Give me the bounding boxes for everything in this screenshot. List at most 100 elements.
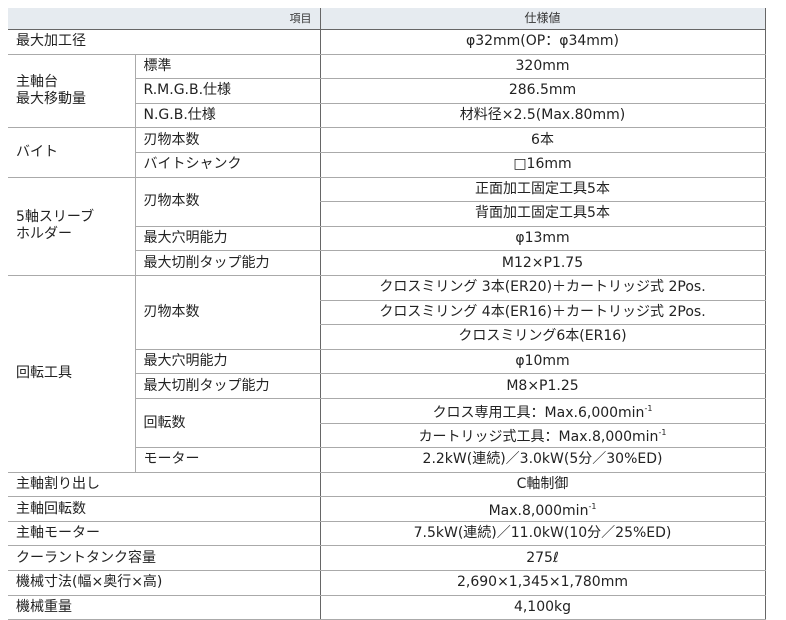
value-text: 背面加工固定工具5本: [475, 205, 610, 222]
item-label: 主軸回転数: [8, 496, 320, 522]
value-text: クロスミリング 3本(ER20)＋カートリッジ式 2Pos.: [379, 279, 706, 296]
header-value: 仕様値: [319, 8, 766, 30]
spec-row: 回転工具 刃物本数 クロスミリング 3本(ER20)＋カートリッジ式 2Pos.: [8, 274, 766, 473]
value-cell: 4,100kg: [319, 594, 766, 620]
value-text: 275ℓ: [526, 549, 559, 566]
value-cell: φ13mm: [319, 226, 766, 252]
value-cell: 6本: [319, 127, 766, 153]
spec-row: 背面加工固定工具5本: [8, 201, 766, 227]
sub-label: N.G.B.仕様: [134, 103, 320, 129]
header-item: 項目: [8, 8, 320, 30]
value-cell: 正面加工固定工具5本: [319, 176, 766, 203]
item-label-line: 機械寸法(幅×奥行×高): [16, 574, 163, 591]
sub-label: 回転数: [134, 398, 320, 449]
value-cell: クロスミリング6本(ER16): [319, 324, 766, 350]
item-label: 機械寸法(幅×奥行×高): [8, 570, 320, 596]
value-cell: 2.2kW(連続)／3.0kW(5分／30%ED): [319, 447, 766, 473]
sub-label: 標準: [134, 53, 320, 80]
spec-row: R.M.G.B.仕様 286.5mm: [8, 78, 766, 104]
sub-label: バイトシャンク: [134, 152, 320, 178]
sub-label: 最大切削タップ能力: [134, 250, 320, 276]
spec-row: クーラントタンク容量 275ℓ: [8, 545, 766, 572]
value-text: クロスミリング6本(ER16): [458, 328, 627, 345]
sub-label: 刃物本数: [134, 176, 320, 227]
value-cell: φ32mm(OP：φ34mm): [319, 29, 766, 55]
value-cell: φ10mm: [319, 349, 766, 375]
value-cell: Max.8,000min-1: [319, 496, 766, 522]
item-label-line: 回転工具: [16, 365, 72, 382]
item-label-line: 主軸割り出し: [16, 475, 100, 492]
value-text: カートリッジ式工具：Max.8,000min: [418, 429, 659, 446]
spec-row: 5軸スリーブ ホルダー 刃物本数 正面加工固定工具5本: [8, 176, 766, 276]
value-superscript: -1: [644, 403, 653, 413]
value-cell: クロスミリング 4本(ER16)＋カートリッジ式 2Pos.: [319, 300, 766, 326]
spec-row: 回転数 クロス専用工具：Max.6,000min-1: [8, 398, 766, 449]
value-text: φ13mm: [515, 230, 570, 247]
item-label: 回転工具: [8, 274, 135, 473]
value-text: φ10mm: [515, 353, 570, 370]
value-cell: 275ℓ: [319, 545, 766, 572]
item-label-line: 5軸スリーブ: [16, 209, 95, 226]
value-cell: 320mm: [319, 53, 766, 80]
sub-label: モーター: [134, 447, 320, 473]
spec-row: カートリッジ式工具：Max.8,000min-1: [8, 423, 766, 449]
value-text: Max.8,000min: [488, 503, 589, 520]
spec-row: クロスミリング 4本(ER16)＋カートリッジ式 2Pos.: [8, 300, 766, 326]
value-cell: 286.5mm: [319, 78, 766, 104]
value-cell: C軸制御: [319, 471, 766, 498]
sub-label: 刃物本数: [134, 127, 320, 153]
item-label: 最大加工径: [8, 29, 320, 55]
spec-row: 最大穴明能力 φ10mm: [8, 349, 766, 375]
spec-row: 主軸割り出し C軸制御: [8, 471, 766, 498]
item-label: 5軸スリーブ ホルダー: [8, 176, 135, 276]
value-cell: 7.5kW(連続)／11.0kW(10分／25%ED): [319, 520, 766, 547]
item-label: 主軸割り出し: [8, 471, 320, 498]
item-label-line: ホルダー: [16, 226, 72, 243]
value-text: 7.5kW(連続)／11.0kW(10分／25%ED): [413, 525, 672, 542]
spec-row: モーター 2.2kW(連続)／3.0kW(5分／30%ED): [8, 447, 766, 473]
spec-row: 主軸台 最大移動量 標準 320mm: [8, 53, 766, 129]
value-cell: 2,690×1,345×1,780mm: [319, 570, 766, 596]
value-text: クロスミリング 4本(ER16)＋カートリッジ式 2Pos.: [379, 303, 706, 320]
value-cell: □16mm: [319, 152, 766, 178]
value-superscript: -1: [658, 428, 667, 438]
sub-label: 刃物本数: [134, 274, 320, 350]
value-text: φ32mm(OP：φ34mm): [465, 33, 620, 50]
spec-row: 最大切削タップ能力 M8×P1.25: [8, 373, 766, 399]
value-text: 320mm: [515, 57, 570, 74]
value-text: 6本: [531, 131, 554, 148]
value-superscript: -1: [588, 502, 597, 512]
item-label-line: 機械重量: [16, 598, 72, 615]
spec-row: 主軸モーター 7.5kW(連続)／11.0kW(10分／25%ED): [8, 520, 766, 547]
value-text: C軸制御: [516, 475, 569, 492]
value-text: 2,690×1,345×1,780mm: [457, 574, 628, 591]
spec-row: バイトシャンク □16mm: [8, 152, 766, 178]
value-text: 材料径×2.5(Max.80mm): [459, 107, 626, 124]
item-label-line: 主軸回転数: [16, 500, 86, 517]
value-text: M12×P1.75: [501, 254, 584, 271]
table-body: 項目 仕様値 最大加工径 φ32mm(OP：φ34mm) 主軸台 最大移動量 標準 320…: [8, 8, 766, 620]
item-label-line: クーラントタンク容量: [16, 549, 156, 566]
item-label: 主軸台 最大移動量: [8, 53, 135, 129]
value-cell: M8×P1.25: [319, 373, 766, 399]
item-label-line: 主軸モーター: [16, 525, 100, 542]
spec-row: 最大切削タップ能力 M12×P1.75: [8, 250, 766, 276]
value-cell: クロスミリング 3本(ER20)＋カートリッジ式 2Pos.: [319, 274, 766, 301]
sub-label: 最大切削タップ能力: [134, 373, 320, 399]
value-text: 正面加工固定工具5本: [475, 180, 610, 197]
item-label: クーラントタンク容量: [8, 545, 320, 572]
value-text: 2.2kW(連続)／3.0kW(5分／30%ED): [422, 451, 663, 468]
sub-label: 最大穴明能力: [134, 226, 320, 252]
item-label-line: 最大移動量: [16, 90, 86, 107]
value-cell: M12×P1.75: [319, 250, 766, 276]
item-label-line: バイト: [16, 143, 58, 160]
spec-row: バイト 刃物本数 6本: [8, 127, 766, 178]
value-cell: 背面加工固定工具5本: [319, 201, 766, 227]
value-cell: クロス専用工具：Max.6,000min-1: [319, 398, 766, 424]
sub-label: 最大穴明能力: [134, 349, 320, 375]
value-cell: カートリッジ式工具：Max.8,000min-1: [319, 423, 766, 449]
item-label: 機械重量: [8, 594, 320, 620]
value-text: 286.5mm: [508, 82, 577, 99]
value-text: M8×P1.25: [506, 377, 579, 394]
